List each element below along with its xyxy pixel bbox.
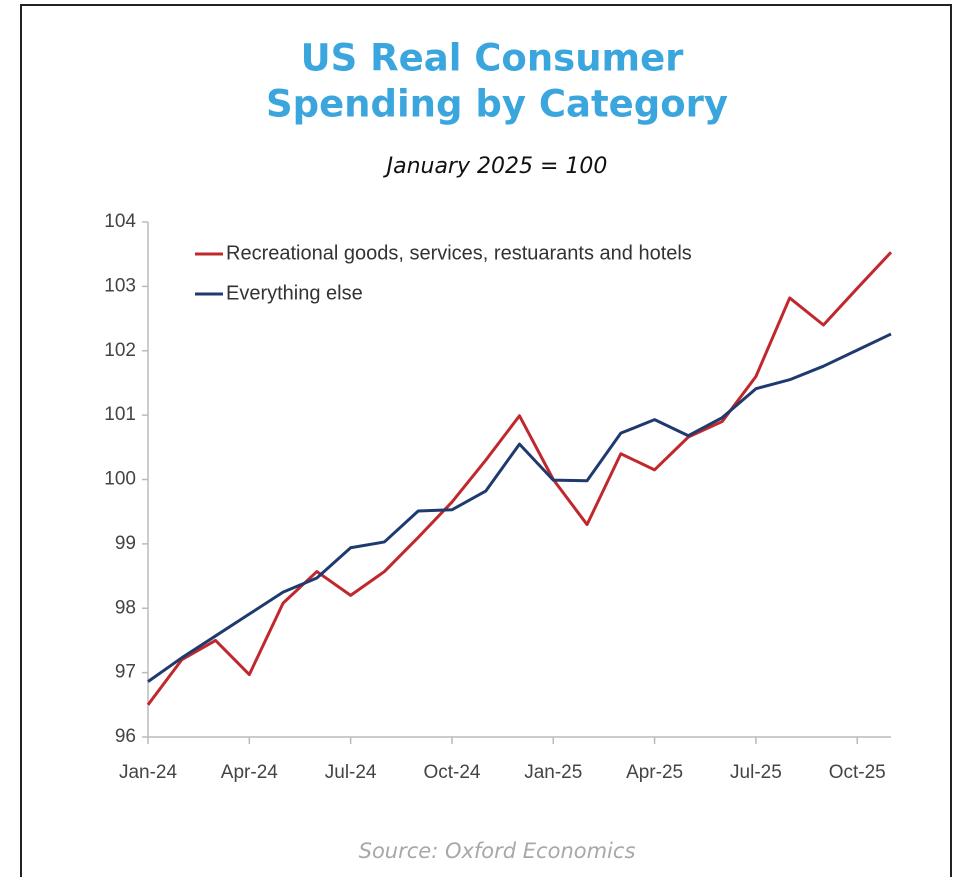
y-tick-label: 101 xyxy=(104,404,136,425)
series-line xyxy=(146,251,893,706)
legend-label: Everything else xyxy=(226,282,363,304)
source: Source: Oxford Economics xyxy=(359,839,636,863)
y-tick-label: 97 xyxy=(115,662,136,683)
y-tick-label: 100 xyxy=(104,469,136,490)
x-tick-label: Jan-25 xyxy=(524,762,582,783)
x-tick-label: Apr-24 xyxy=(221,762,278,783)
frame xyxy=(20,4,952,877)
x-tick-label: Jul-25 xyxy=(730,762,782,783)
chart-title: US Real Consumer xyxy=(301,37,685,80)
chart-subtitle: January 2025 = 100 xyxy=(383,154,608,179)
x-tick-label: Jan-24 xyxy=(119,762,178,783)
x-tick-label: Oct-25 xyxy=(829,762,886,783)
y-tick-label: 102 xyxy=(104,340,136,361)
y-tick-label: 98 xyxy=(115,597,136,618)
legend-label: Recreational goods, services, restuarant… xyxy=(226,242,692,264)
x-tick-label: Oct-24 xyxy=(423,762,480,783)
chart-title: Spending by Category xyxy=(266,83,728,126)
y-tick-label: 96 xyxy=(115,726,136,747)
series-line xyxy=(147,332,892,683)
y-tick-label: 103 xyxy=(104,275,136,296)
x-tick-label: Jul-24 xyxy=(325,762,377,783)
y-tick-label: 104 xyxy=(104,211,136,232)
y-tick-label: 99 xyxy=(115,533,136,554)
x-tick-label: Apr-25 xyxy=(626,762,683,783)
